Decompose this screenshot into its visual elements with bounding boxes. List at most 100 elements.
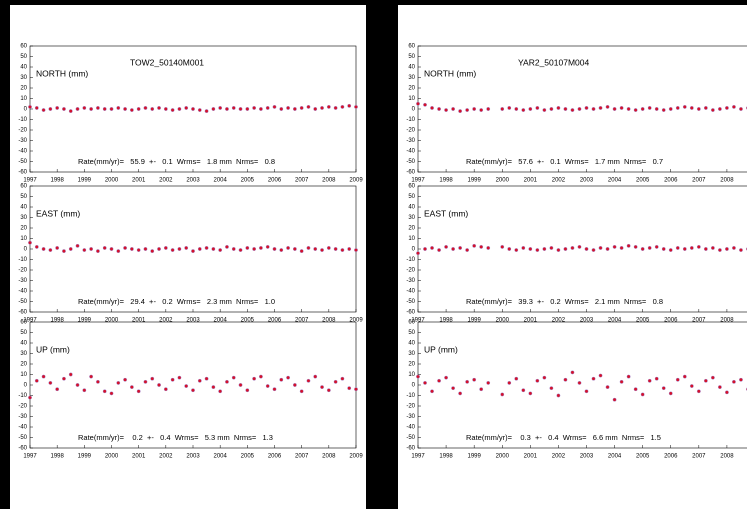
data-point [661,386,666,391]
data-point [109,391,114,396]
x-tick-label: 1997 [23,318,37,324]
data-point [123,107,127,111]
data-point [286,106,290,110]
component-label: EAST (mm) [424,208,468,218]
x-tick-label: 2009 [349,318,363,324]
y-tick-label: -60 [406,310,415,316]
data-point [177,247,182,251]
y-tick-label: -30 [18,138,27,144]
x-tick-label: 2000 [105,178,119,184]
rate-annotation: Rate(mm/yr)= 0.2 +- 0.4 Wrms= 5.3 mm Nrm… [78,433,273,442]
y-tick-label: -10 [406,393,415,399]
data-point [340,105,345,109]
data-point [626,374,631,379]
data-point [109,247,114,251]
data-point [591,248,596,252]
data-point [163,387,168,392]
x-tick-label: 2000 [496,454,510,460]
data-point [605,105,610,109]
data-point [626,243,631,248]
data-point [326,246,331,250]
data-point [28,395,32,400]
data-point [333,247,338,251]
x-tick-label: 2007 [692,178,706,184]
y-tick-label: -60 [406,446,415,452]
data-point [535,106,540,110]
y-tick-label: 60 [20,320,27,326]
x-tick-label: 2003 [186,454,200,460]
data-point [157,383,161,387]
data-point [150,249,155,254]
rate-annotation: Rate(mm/yr)= 57.6 +- 0.1 Wrms= 1.7 mm Nr… [466,157,663,166]
data-point [640,392,645,397]
x-tick-label: 2008 [322,454,336,460]
x-tick-label: 2006 [268,318,282,324]
x-tick-label: 2004 [608,454,622,460]
data-point [354,105,358,109]
data-point [521,246,526,250]
data-point [238,248,243,252]
y-tick-label: -30 [18,278,27,284]
data-point [286,246,290,250]
data-point [563,247,568,251]
x-tick-label: 2009 [349,178,363,184]
data-point [150,376,155,381]
data-point [430,106,434,110]
x-tick-label: 2002 [552,318,566,324]
y-tick-label: 50 [20,330,27,336]
data-point [591,107,596,111]
data-point [661,108,666,112]
data-point [340,376,345,381]
x-tick-label: 2001 [132,178,146,184]
data-point [444,375,448,380]
data-point [259,246,263,250]
x-tick-label: 1999 [78,178,92,184]
data-point [605,247,610,251]
data-point [423,102,427,107]
data-point [68,109,73,114]
y-tick-label: -40 [406,149,415,155]
x-tick-label: 2007 [295,178,309,184]
x-tick-label: 2004 [213,178,227,184]
x-tick-label: 2004 [608,178,622,184]
data-point [218,248,223,252]
data-point [549,386,554,391]
data-point [238,383,243,387]
y-tick-label: -20 [406,128,415,134]
data-point [354,248,358,252]
x-tick-label: 2005 [241,178,255,184]
data-point [150,107,155,111]
data-point [458,391,463,396]
data-point [612,397,617,402]
data-point [626,107,631,111]
data-point [710,108,715,112]
component-label: UP (mm) [36,344,70,354]
data-point [306,246,311,250]
y-tick-label: -30 [406,414,415,420]
data-point [542,247,547,251]
data-point [279,377,284,382]
x-tick-label: 2000 [105,318,119,324]
y-tick-label: -20 [406,268,415,274]
data-point [272,387,277,392]
data-point [725,390,729,395]
data-point [136,248,141,252]
data-point [500,244,505,249]
x-tick-label: 1997 [23,178,37,184]
data-point [62,376,66,381]
data-point [732,379,736,384]
data-point [136,107,141,111]
y-tick-label: -10 [18,117,27,123]
y-tick-label: 40 [20,65,27,71]
x-tick-label: 1997 [23,454,37,460]
data-point [102,389,107,394]
data-point [320,248,324,252]
data-point [732,246,736,250]
y-tick-label: -40 [406,425,415,431]
y-tick-label: 50 [20,54,27,60]
y-tick-label: 50 [408,330,415,336]
data-point [451,386,456,391]
data-point [82,106,87,110]
data-point [710,246,715,250]
